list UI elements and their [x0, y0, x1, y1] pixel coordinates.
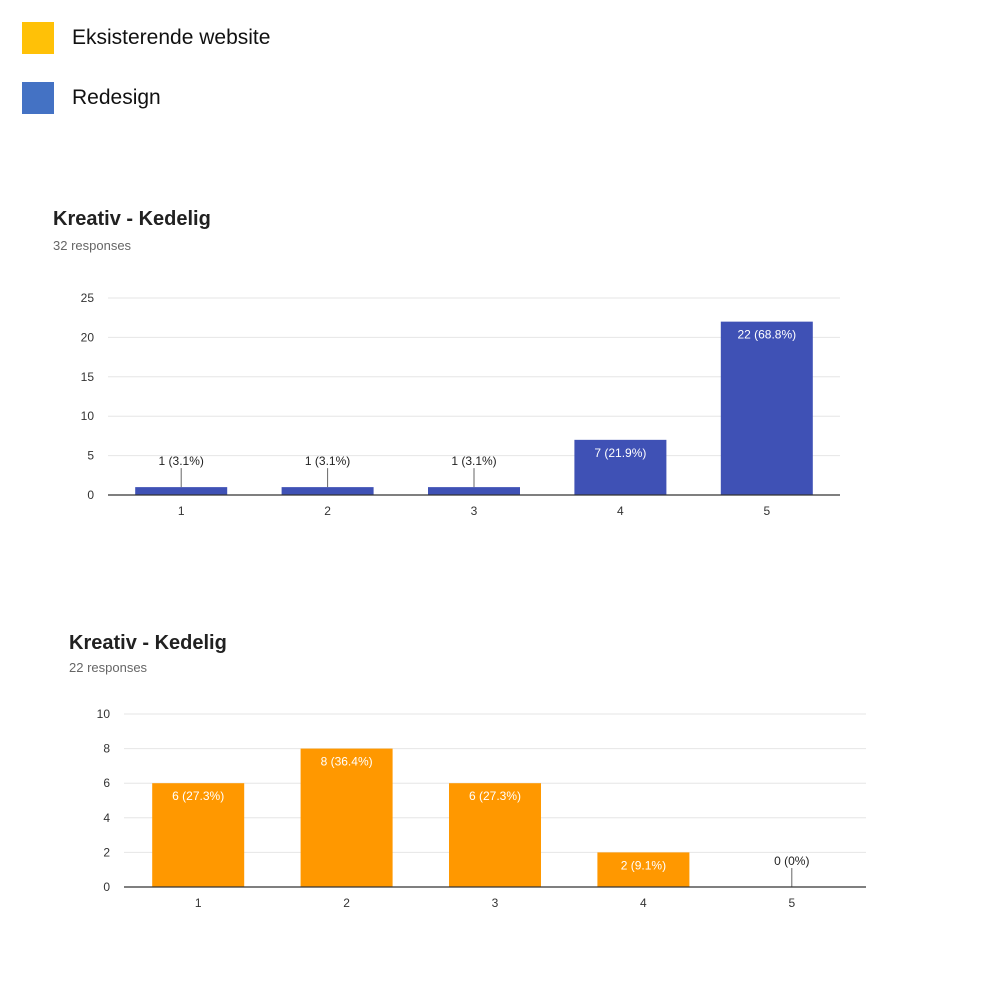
chart-2-data-label-3: 6 (27.3%)	[469, 789, 521, 803]
chart-1-xtick-1: 1	[178, 504, 185, 518]
chart-1-ytick: 20	[81, 330, 95, 344]
chart-1-data-label-3: 1 (3.1%)	[451, 454, 496, 468]
legend-swatch-existing	[22, 22, 54, 54]
chart-2-data-label-2: 8 (36.4%)	[321, 755, 373, 769]
chart-2-xtick-1: 1	[195, 896, 202, 910]
chart-2-xtick-3: 3	[492, 896, 499, 910]
chart-1-ytick: 10	[81, 409, 95, 423]
chart-2-bar-4	[597, 852, 690, 887]
chart-2-ytick: 2	[103, 845, 110, 859]
chart-2-ytick: 8	[103, 742, 110, 756]
chart-1-data-label-4: 7 (21.9%)	[594, 446, 646, 460]
legend-label-existing: Eksisterende website	[72, 26, 271, 49]
chart-2-ytick: 0	[103, 880, 110, 894]
chart-1-xtick-5: 5	[763, 504, 770, 518]
chart-2-xtick-4: 4	[640, 896, 647, 910]
chart-1-bar-2	[281, 487, 374, 495]
chart-1-plot: 0 5 10 15 20 25 1 (3.1%) 1 1 (3.1%) 2 1 (3.1%) 3 7 (…	[81, 291, 840, 518]
chart-1-bar-5	[720, 321, 813, 495]
chart-2-xtick-2: 2	[343, 896, 350, 910]
chart-2-title: Kreativ - Kedelig	[69, 632, 227, 654]
chart-2-bar-1	[152, 783, 245, 887]
chart-1-xtick-2: 2	[324, 504, 331, 518]
chart-1-data-label-2: 1 (3.1%)	[305, 454, 350, 468]
chart-1-ytick: 5	[87, 449, 94, 463]
chart-2-data-label-5: 0 (0%)	[774, 854, 809, 868]
chart-1-title: Kreativ - Kedelig	[53, 208, 211, 230]
chart-1-data-label-5: 22 (68.8%)	[737, 328, 796, 342]
chart-2-data-label-4: 2 (9.1%)	[621, 858, 666, 872]
chart-2-bar-2	[300, 748, 393, 887]
chart-1-ytick: 25	[81, 291, 95, 305]
chart-1-xtick-3: 3	[471, 504, 478, 518]
legend-swatch-redesign	[22, 82, 54, 114]
chart-2-ytick: 6	[103, 776, 110, 790]
chart-2-ytick: 4	[103, 811, 110, 825]
chart-1-data-label-1: 1 (3.1%)	[159, 454, 204, 468]
chart-2-xtick-5: 5	[788, 896, 795, 910]
legend-label-redesign: Redesign	[72, 86, 161, 109]
chart-1-ytick: 15	[81, 370, 95, 384]
chart-1-bar-1	[135, 487, 228, 495]
chart-2-ytick: 10	[97, 707, 111, 721]
chart-1-bar-3	[428, 487, 520, 495]
chart-2-bar-3	[449, 783, 541, 887]
legend-item-existing: Eksisterende website	[22, 22, 270, 54]
chart-1-subtitle: 32 responses	[53, 238, 132, 253]
chart-1-xtick-4: 4	[617, 504, 624, 518]
legend-item-redesign: Redesign	[22, 82, 161, 114]
chart-2-subtitle: 22 responses	[69, 660, 148, 675]
chart-1-ytick: 0	[87, 488, 94, 502]
chart-2-data-label-1: 6 (27.3%)	[172, 789, 224, 803]
chart-1-bar-4	[574, 439, 667, 495]
